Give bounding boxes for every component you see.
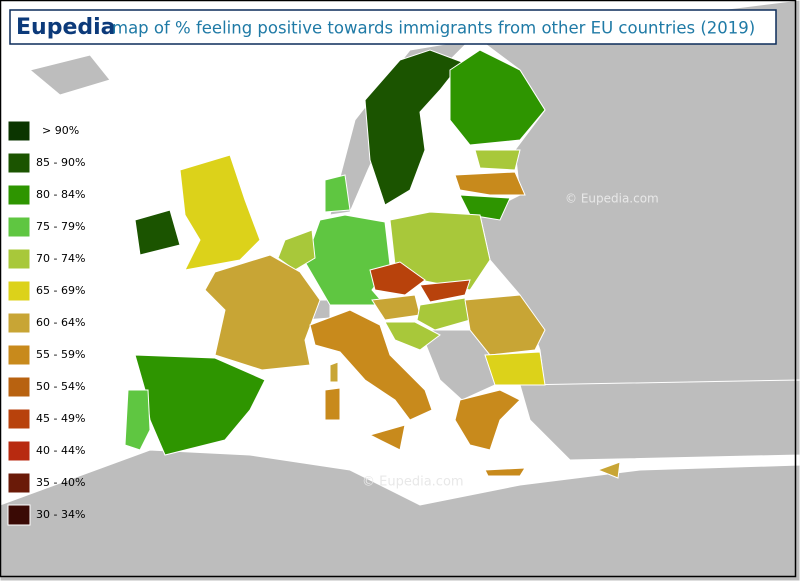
turkey [519,379,800,461]
legend-swatch [7,120,31,142]
slovakia [419,279,471,303]
legend-swatch [7,312,31,334]
legend-label: 80 - 84% [36,188,85,201]
legend-swatch [7,216,31,238]
legend-swatch [7,248,31,270]
brand: Eupedia [16,15,116,40]
legend-label: 30 - 34% [36,508,85,521]
benelux [277,229,316,271]
legend-swatch [7,440,31,462]
legend-swatch [7,344,31,366]
legend-label: 85 - 90% [36,156,85,169]
czechia [369,261,426,296]
sicily [368,424,406,451]
bulgaria [484,351,546,386]
legend-swatch [7,472,31,494]
finland [449,49,546,146]
greece [454,389,521,451]
legend-swatch [7,184,31,206]
legend-label: 75 - 79% [36,220,85,233]
hungary [416,297,471,331]
romania [464,294,546,356]
watermark: © Eupedia.com [565,192,659,206]
ireland [134,209,181,256]
corsica [329,361,339,383]
crete [484,467,526,477]
countries [124,49,621,479]
legend-swatch [7,504,31,526]
watermark: © Eupedia.com [362,475,464,490]
title-box [9,9,777,45]
denmark [324,174,351,213]
france [204,254,321,371]
italy [309,309,433,421]
legend-label: 65 - 69% [36,284,85,297]
legend-label: 70 - 74% [36,252,85,265]
legend-swatch [7,280,31,302]
sweden [364,49,463,206]
legend: > 90% 85 - 90% 80 - 84% 75 - 79% 70 - 74% 65 … [7,120,85,526]
germany [304,214,391,306]
cyprus [596,461,621,479]
portugal [124,389,151,451]
legend-label: 55 - 59% [36,348,85,361]
croatia [384,321,441,351]
legend-label: 45 - 49% [36,412,85,425]
legend-swatch [7,152,31,174]
legend-swatch [7,376,31,398]
title: map of % feeling positive towards immigr… [112,19,755,38]
legend-label: 35 - 40% [36,476,85,489]
iceland [28,54,111,96]
legend-label: 40 - 44% [36,444,85,457]
estonia [474,149,521,171]
north-africa [0,449,800,581]
latvia [454,171,526,196]
legend-swatch [7,408,31,430]
legend-label: 50 - 54% [36,380,85,393]
united-kingdom [179,154,261,271]
lithuania [459,194,511,221]
sardinia [324,387,341,421]
legend-label: 60 - 64% [36,316,85,329]
legend-label: > 90% [42,124,79,137]
